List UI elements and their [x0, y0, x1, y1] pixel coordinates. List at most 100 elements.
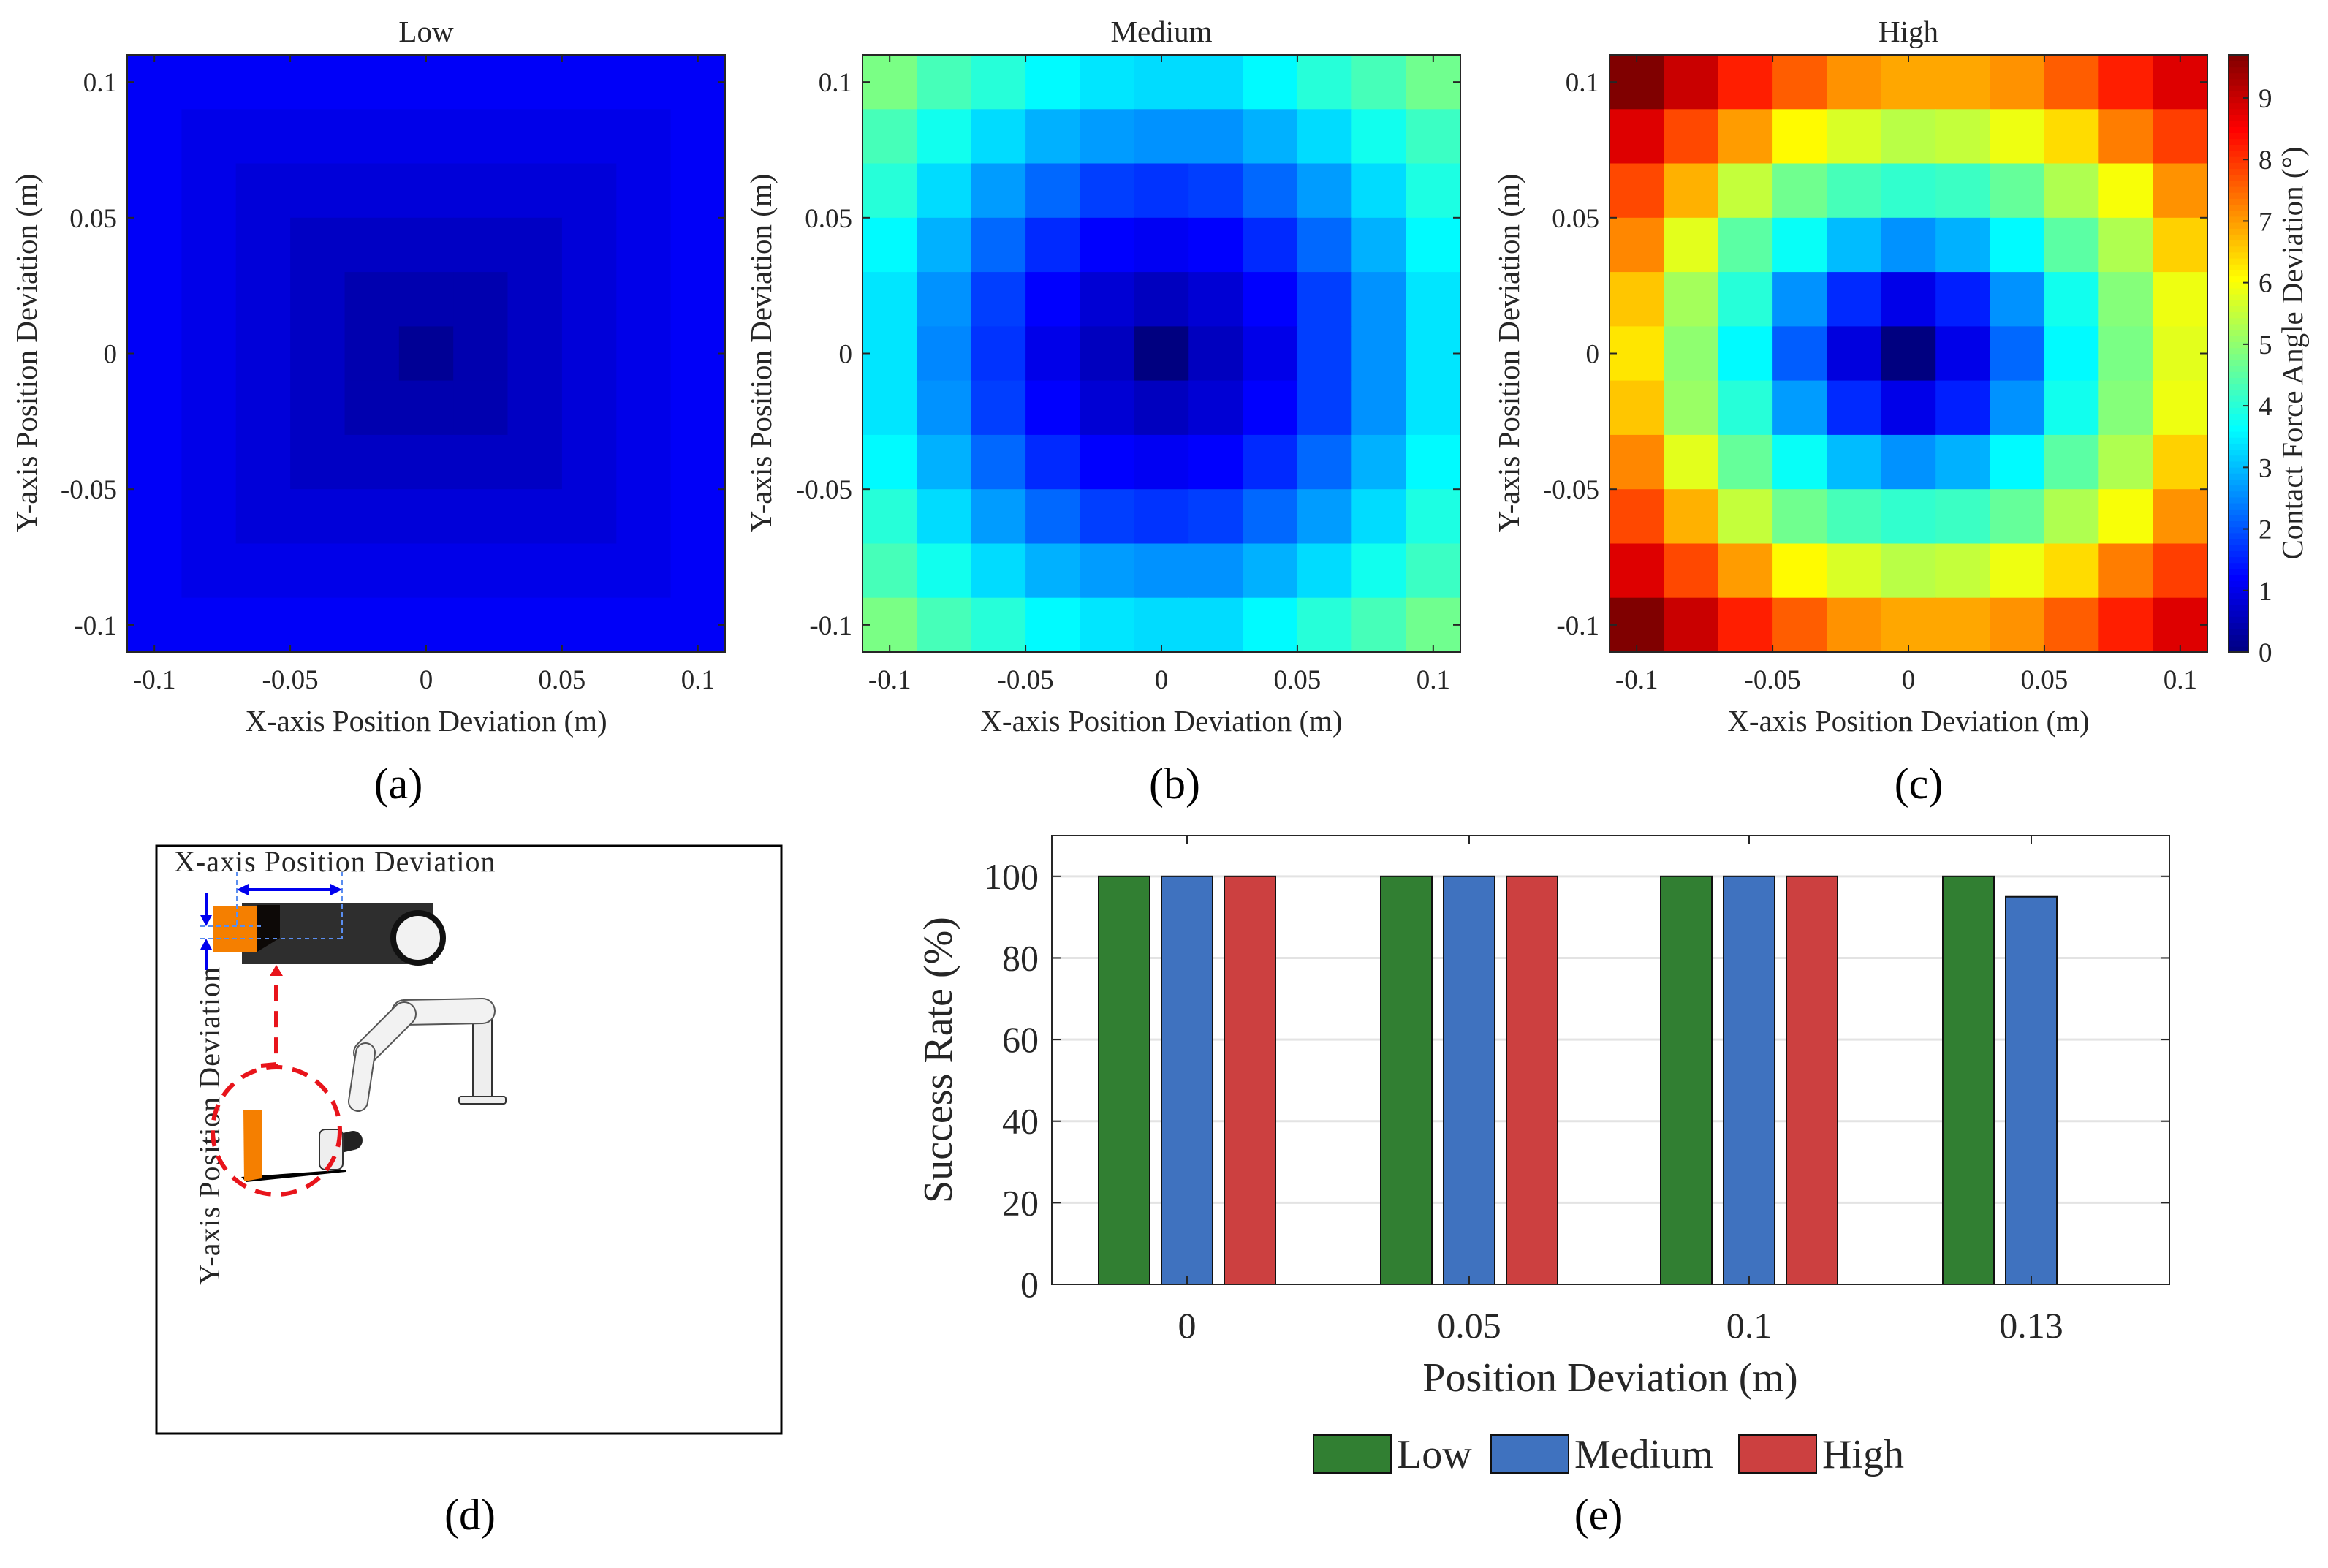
heatmap-cell — [1297, 55, 1353, 110]
heatmap-cell — [290, 217, 346, 273]
heatmap-cell — [453, 163, 509, 219]
heatmap-cell — [1827, 489, 1882, 545]
heatmap-cell — [862, 55, 918, 110]
colorbar-segment — [2229, 645, 2248, 653]
heatmap-cell — [1406, 543, 1461, 599]
colorbar-segment — [2229, 210, 2248, 217]
heatmap-cell — [2153, 489, 2208, 545]
bar-medium — [1723, 875, 1775, 1286]
heatmap-cell — [1609, 55, 1665, 110]
heatmap-cell — [616, 434, 672, 490]
colorbar-segment — [2229, 67, 2248, 74]
heatmap-cell — [670, 434, 726, 490]
colorbar-segment — [2229, 198, 2248, 205]
heatmap-cell — [1881, 163, 1936, 219]
heatmap-cell — [1772, 55, 1828, 110]
heatmap-cell — [290, 380, 346, 436]
heatmap-cell — [1881, 326, 1936, 382]
heatmap-cell — [862, 272, 918, 327]
heatmap-cell — [2044, 489, 2100, 545]
heatmap-cell — [507, 55, 563, 110]
heatmap-cell — [127, 55, 183, 110]
colorbar-segment — [2229, 556, 2248, 564]
heatmap-cell — [1025, 489, 1081, 545]
colorbar-segment — [2229, 598, 2248, 605]
heatmap-cell — [1297, 489, 1353, 545]
heatmap-cell — [1990, 597, 2045, 653]
heatmap-cell — [1134, 326, 1189, 382]
heatmap-cell — [862, 489, 918, 545]
y-tick-label: 0 — [839, 340, 853, 370]
heatmap-cell — [290, 434, 346, 490]
y-tick-label: 0 — [1586, 340, 1600, 370]
heatmap-cell — [2153, 380, 2208, 436]
heatmap-cell — [2044, 163, 2100, 219]
colorbar-segment — [2229, 574, 2248, 581]
heatmap-cell — [453, 272, 509, 327]
heatmap-cell — [1134, 109, 1189, 164]
colorbar-segment — [2229, 634, 2248, 641]
heatmap-cell — [2098, 489, 2154, 545]
heatmap-cell — [235, 217, 291, 273]
heatmap-cell — [862, 109, 918, 164]
heatmap-cell — [1664, 163, 1719, 219]
heatmap-cell — [1351, 55, 1407, 110]
heatmap-cell — [1025, 543, 1081, 599]
y-tick-label: 0.1 — [83, 68, 117, 98]
heatmap-cell — [1881, 597, 1936, 653]
colorbar-segment — [2229, 491, 2248, 498]
heatmap-cell — [398, 272, 454, 327]
heatmap-cell — [507, 597, 563, 653]
heatmap-cell — [1188, 380, 1244, 436]
heatmap-cell — [127, 434, 183, 490]
colorbar-tick-label: 9 — [2259, 84, 2272, 114]
heatmap-cell — [1881, 543, 1936, 599]
heatmap-low: Low X-axis Position Deviation (m) Y-axis… — [10, 15, 726, 808]
x-tick-label: 0 — [1155, 665, 1169, 695]
y-tick-label: -0.1 — [74, 611, 117, 641]
heatmap-cell — [670, 543, 726, 599]
heatmap-cell — [1080, 597, 1135, 653]
heatmap-cell — [507, 543, 563, 599]
y-tick-label: 20 — [1002, 1182, 1039, 1223]
heatmap-cell — [1188, 434, 1244, 490]
heatmap-cell — [2153, 597, 2208, 653]
heatmap-cell — [127, 597, 183, 653]
heatmap-cell — [561, 272, 618, 327]
colorbar-segment — [2229, 102, 2248, 110]
heatmap-cell — [1609, 163, 1665, 219]
colorbar-segment — [2229, 341, 2248, 349]
plot-area — [1052, 836, 2169, 1284]
heatmap-cell — [2044, 109, 2100, 164]
heatmap-cell — [1772, 217, 1828, 273]
colorbar-segment — [2229, 91, 2248, 97]
heatmap-cell — [1664, 489, 1719, 545]
heatmap-cell — [1025, 163, 1081, 219]
colorbar-segment — [2229, 221, 2248, 229]
heatmap-cell — [2153, 272, 2208, 327]
heatmap-cell — [235, 543, 291, 599]
heatmap-cell — [616, 597, 672, 653]
heatmap-cell — [1718, 489, 1773, 545]
colorbar-segment — [2229, 300, 2248, 306]
heatmap-cell — [507, 434, 563, 490]
heatmap-cell — [1990, 217, 2045, 273]
heatmap-cell — [1188, 597, 1244, 653]
heatmap-cell — [862, 326, 918, 382]
heatmap-cell — [1881, 434, 1936, 490]
colorbar-segment — [2229, 180, 2248, 187]
colorbar-segment — [2229, 72, 2248, 80]
bar-high — [1786, 875, 1838, 1286]
x-tick-label: -0.1 — [868, 665, 911, 695]
heatmap-cell — [862, 597, 918, 653]
colorbar-segment — [2229, 246, 2248, 253]
x-axis-label: Position Deviation (m) — [1422, 1355, 1797, 1401]
colorbar-segment — [2229, 395, 2248, 402]
heatmap-cell — [1718, 434, 1773, 490]
heatmap-cell — [1351, 380, 1407, 436]
colorbar-segment — [2229, 317, 2248, 325]
colorbar-segment — [2229, 413, 2248, 420]
heatmap-cell — [917, 434, 972, 490]
colorbar-segment — [2229, 359, 2248, 366]
